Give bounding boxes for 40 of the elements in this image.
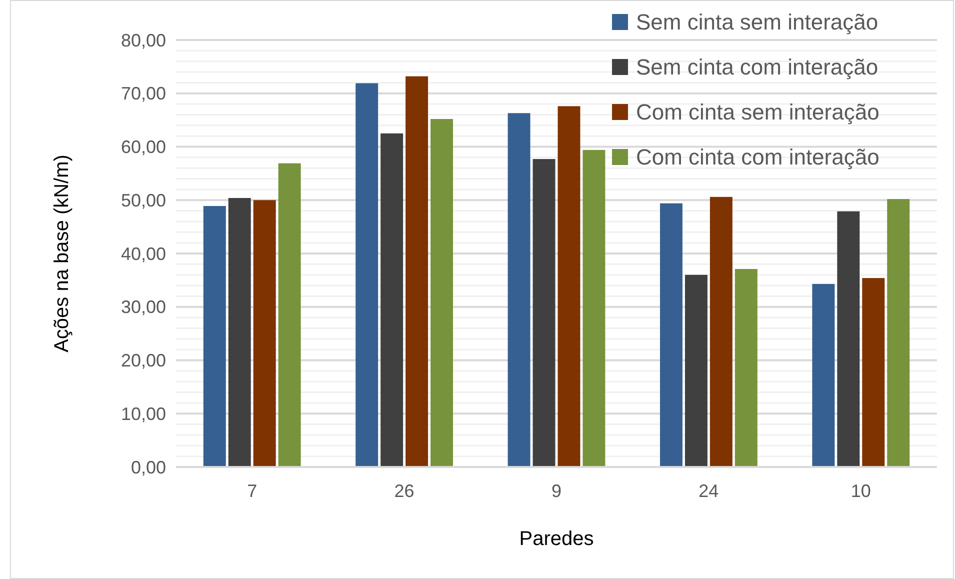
bar (203, 206, 226, 467)
bar (278, 163, 301, 467)
x-axis-title: Paredes (519, 528, 594, 550)
bar (532, 159, 556, 467)
x-tick-label: 26 (394, 481, 414, 501)
bar (228, 198, 251, 467)
y-tick-label: 30,00 (120, 297, 166, 318)
bar (887, 199, 910, 467)
bar (862, 278, 885, 467)
bar (812, 284, 835, 467)
bar (684, 274, 708, 467)
bar (380, 133, 404, 467)
legend-label: Com cinta com interação (636, 144, 880, 170)
x-tick-label: 10 (850, 481, 871, 501)
x-tick-label: 9 (551, 481, 562, 501)
bar (508, 113, 530, 467)
y-tick-label: 80,00 (120, 30, 166, 50)
y-axis-title: Ações na base (kN/m) (51, 154, 73, 352)
bar (710, 196, 732, 467)
bar (660, 203, 682, 467)
bar (356, 83, 378, 467)
y-tick-label: 50,00 (120, 190, 166, 210)
x-tick-label: 24 (698, 481, 719, 501)
bar (430, 118, 454, 467)
y-tick-label: 0,00 (130, 457, 166, 478)
legend-label: Com cinta sem interação (636, 100, 880, 125)
bar (734, 268, 758, 467)
y-tick-label: 20,00 (120, 350, 166, 371)
y-tick-label: 70,00 (120, 84, 166, 104)
bar (582, 150, 606, 467)
x-tick-label: 7 (247, 481, 258, 501)
y-tick-label: 60,00 (120, 137, 166, 158)
y-tick-label: 40,00 (120, 244, 166, 264)
bar (558, 106, 580, 467)
y-tick-label: 10,00 (120, 404, 166, 424)
legend-label: Sem cinta sem interação (636, 10, 878, 35)
legend-label: Sem cinta com interação (636, 54, 878, 80)
bar (253, 200, 276, 467)
bar (837, 211, 860, 467)
bar (406, 76, 428, 467)
